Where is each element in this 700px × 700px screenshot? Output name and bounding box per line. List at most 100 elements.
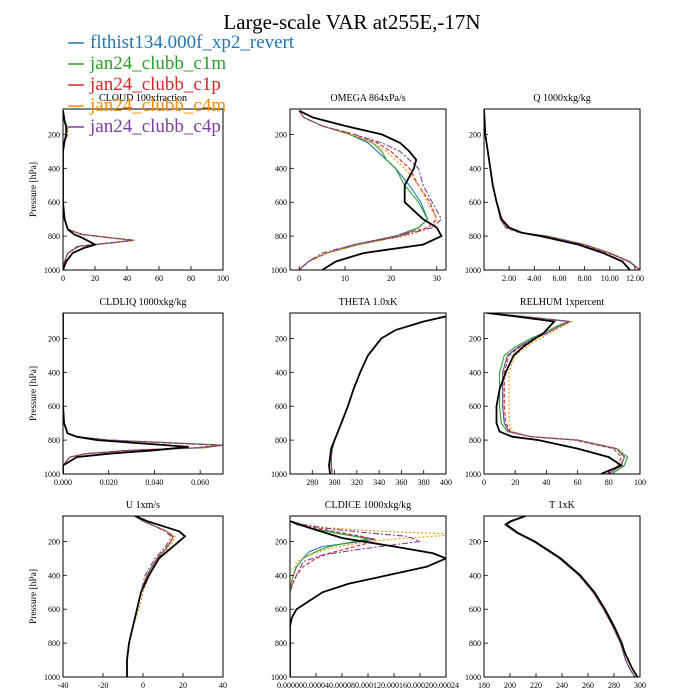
- x-tick-label: 320: [351, 478, 363, 487]
- legend-entry: jan24_clubb_c4m: [89, 95, 226, 116]
- x-tick-label: 240: [556, 681, 568, 690]
- reference-line: [486, 313, 624, 474]
- y-tick-label: 600: [469, 402, 481, 411]
- x-tick-label: 10.00: [601, 274, 619, 283]
- reference-line: [63, 313, 189, 474]
- y-tick-label: 800: [275, 232, 287, 241]
- x-tick-label: 300: [329, 478, 341, 487]
- y-tick-label: 400: [469, 164, 481, 173]
- series-line: [330, 315, 446, 474]
- x-tick-label: 0.000: [54, 478, 72, 487]
- x-tick-label: 40: [219, 681, 227, 690]
- panel: U 1xm/s 200 400 600 800 1000-40 -20 0 20 40 Pressu…: [29, 500, 227, 690]
- x-tick-label: 60: [155, 274, 163, 283]
- series-line: [503, 516, 636, 677]
- panel-title: RELHUM 1xpercent: [520, 297, 604, 308]
- series-group: [298, 109, 443, 270]
- legend-entry: jan24_clubb_c1m: [89, 53, 226, 74]
- series-line: [298, 110, 443, 270]
- plot-frame: [289, 312, 447, 475]
- y-tick-label: 600: [275, 402, 287, 411]
- x-tick-label: 2.00: [502, 274, 516, 283]
- series-line: [503, 516, 636, 677]
- x-tick-label: 220: [530, 681, 542, 690]
- plot-frame: [62, 312, 224, 475]
- reference-line: [484, 109, 631, 270]
- x-tick-label: 0: [297, 274, 301, 283]
- y-tick-label: 400: [275, 571, 287, 580]
- panel-title: U 1xm/s: [126, 500, 160, 511]
- panel-title: OMEGA 864xPa/s: [330, 93, 405, 104]
- y-tick-label: 800: [469, 232, 481, 241]
- y-tick-label: 600: [48, 198, 60, 207]
- legend-entry: jan24_clubb_c1p: [89, 74, 221, 95]
- y-tick-label: 600: [48, 605, 60, 614]
- reference-line: [63, 110, 98, 270]
- y-tick-label: 800: [48, 232, 60, 241]
- series-line: [487, 313, 622, 474]
- y-tick-label: 800: [469, 639, 481, 648]
- y-tick-label: 600: [275, 198, 287, 207]
- reference-line: [504, 516, 639, 677]
- series-line: [298, 110, 438, 270]
- reference-line: [328, 315, 446, 474]
- series-line: [63, 313, 223, 474]
- panel: Q 1000xkg/kg 200 400 600 800 1000 2.00 4.00 6.00…: [465, 93, 644, 283]
- x-tick-label: 100: [634, 478, 646, 487]
- series-group: [290, 520, 446, 677]
- y-axis-label: Pressure [hPa]: [29, 162, 39, 217]
- y-tick-label: 200: [275, 334, 287, 343]
- x-tick-label: 10: [341, 274, 349, 283]
- series-line: [487, 313, 626, 474]
- x-tick-label: 0.00004: [303, 681, 329, 690]
- y-tick-label: 800: [275, 639, 287, 648]
- y-tick-label: 800: [469, 436, 481, 445]
- plot-frame: [289, 108, 447, 271]
- series-line: [290, 520, 421, 677]
- x-tick-label: 20: [91, 274, 99, 283]
- y-tick-label: 400: [48, 571, 60, 580]
- y-tick-label: 1000: [271, 673, 287, 682]
- y-tick-label: 400: [275, 368, 287, 377]
- series-line: [484, 109, 640, 270]
- plot-frame: [62, 515, 224, 678]
- panel-title: T 1xK: [549, 500, 575, 511]
- series-line: [126, 516, 174, 677]
- series-line: [126, 516, 172, 677]
- reference-line: [126, 516, 187, 677]
- x-tick-label: 0.040: [145, 478, 163, 487]
- series-line: [484, 109, 640, 270]
- y-tick-label: 1000: [465, 673, 481, 682]
- panel-title: CLOUD 100xfraction: [99, 93, 187, 104]
- x-tick-label: 0: [482, 478, 486, 487]
- series-line: [503, 516, 636, 677]
- panel-title: CLDICE 1000xkg/kg: [325, 500, 411, 511]
- y-axis-label: Pressure [hPa]: [29, 569, 39, 624]
- x-tick-label: 20: [387, 274, 395, 283]
- reference-line: [298, 109, 443, 270]
- y-tick-label: 400: [469, 368, 481, 377]
- series-line: [487, 313, 626, 474]
- x-tick-label: 280: [608, 681, 620, 690]
- x-tick-label: 20: [179, 681, 187, 690]
- x-tick-label: 0.00024: [433, 681, 459, 690]
- x-tick-label: 20: [511, 478, 519, 487]
- y-tick-label: 600: [275, 605, 287, 614]
- y-tick-label: 200: [469, 537, 481, 546]
- series-line: [290, 520, 377, 677]
- y-tick-label: 1000: [271, 266, 287, 275]
- series-group: [63, 313, 223, 474]
- series-line: [126, 516, 174, 677]
- series-group: [503, 516, 639, 677]
- x-tick-label: 60: [574, 478, 582, 487]
- x-tick-label: 180: [478, 681, 490, 690]
- series-line: [63, 110, 134, 270]
- series-line: [126, 516, 176, 677]
- x-tick-label: 340: [373, 478, 385, 487]
- x-tick-label: 0.00000: [277, 681, 303, 690]
- panel-title: THETA 1.0xK: [339, 297, 398, 308]
- x-tick-label: 80: [605, 478, 613, 487]
